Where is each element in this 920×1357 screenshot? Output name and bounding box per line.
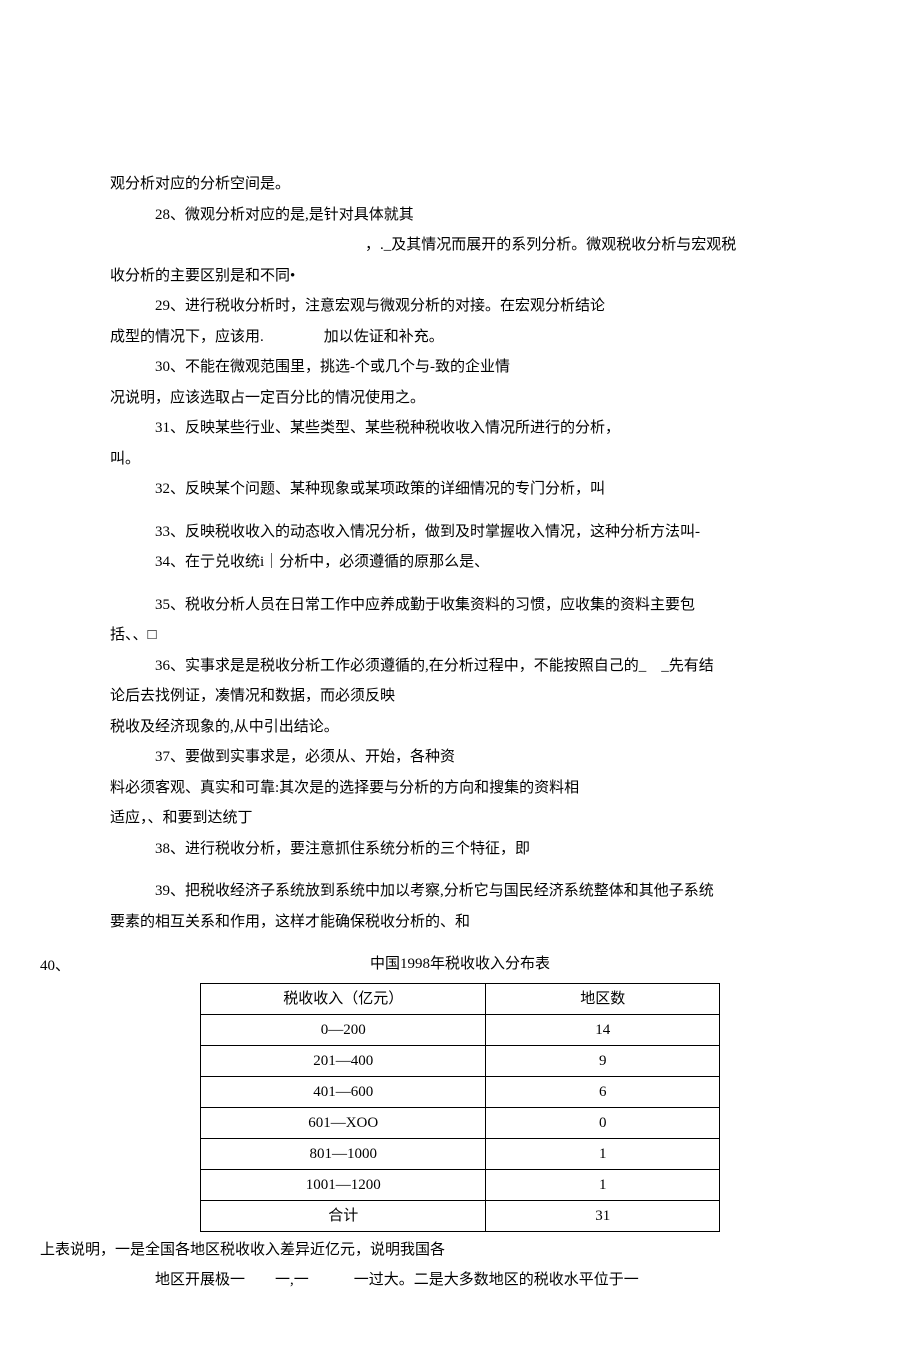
th-tax: 税收收入（亿元） [201,983,486,1014]
line-18: 37、要做到实事求是，必须从、开始，各种资 [110,743,810,772]
cell: 601—XOO [201,1107,486,1138]
line-05: 成型的情况下，应该用. 加以佐证和补充。 [110,323,810,352]
cell: 201—400 [201,1045,486,1076]
line-04: 29、进行税收分析时，注意宏观与微观分析的对接。在宏观分析结论 [110,292,810,321]
line-14: 括、、□ [110,621,810,650]
cell: 401—600 [201,1076,486,1107]
document-page: 观分析对应的分析空间是。 28、微观分析对应的是,是针对具体就其 ，._及其情况… [0,0,920,1357]
th-count: 地区数 [486,983,720,1014]
line-22: 39、把税收经济子系统放到系统中加以考察,分析它与国民经济系统整体和其他子系统 [110,877,810,906]
line-07: 况说明，应该选取占一定百分比的情况使用之。 [110,384,810,413]
cell: 6 [486,1076,720,1107]
line-19: 料必须客观、真实和可靠:其次是的选择要与分析的方向和搜集的资料相 [110,774,810,803]
q40-after-2: 地区开展极一 一,一 一过大。二是大多数地区的税收水平位于一 [110,1266,810,1295]
line-21: 38、进行税收分析，要注意抓住系统分析的三个特征，即 [110,835,810,864]
line-03: 收分析的主要区别是和不同• [110,262,810,291]
line-10: 32、反映某个问题、某种现象或某项政策的详细情况的专门分析，叫 [110,475,810,504]
line-23: 要素的相互关系和作用，这样才能确保税收分析的、和 [110,908,810,937]
cell: 31 [486,1200,720,1231]
table-row: 601—XOO 0 [201,1107,720,1138]
cell: 14 [486,1014,720,1045]
line-17: 税收及经济现象的,从中引出结论。 [110,713,810,742]
cell: 9 [486,1045,720,1076]
line-01: 28、微观分析对应的是,是针对具体就其 [110,201,810,230]
line-15: 36、实事求是是税收分析工作必须遵循的,在分析过程中，不能按照自己的_ _先有结 [110,652,810,681]
line-09: 叫。 [110,445,810,474]
table-row: 801—1000 1 [201,1138,720,1169]
cell: 1 [486,1138,720,1169]
line-13: 35、税收分析人员在日常工作中应养成勤于收集资料的习惯，应收集的资料主要包 [110,591,810,620]
table-row: 201—400 9 [201,1045,720,1076]
table-row: 1001—1200 1 [201,1169,720,1200]
question-40: 40、 中国1998年税收收入分布表 税收收入（亿元） 地区数 0—200 14… [110,950,810,1295]
line-08: 31、反映某些行业、某些类型、某些税种税收收入情况所进行的分析， [110,414,810,443]
distribution-table: 税收收入（亿元） 地区数 0—200 14 201—400 9 401—600 … [200,983,720,1232]
table-row: 401—600 6 [201,1076,720,1107]
cell: 合计 [201,1200,486,1231]
line-06: 30、不能在微观范围里，挑选-个或几个与-致的企业情 [110,353,810,382]
line-16: 论后去找例证，凑情况和数据，而必须反映 [110,682,810,711]
cell: 0—200 [201,1014,486,1045]
table-title: 中国1998年税收收入分布表 [110,950,810,979]
line-11: 33、反映税收收入的动态收入情况分析，做到及时掌握收入情况，这种分析方法叫- [110,518,810,547]
cell: 1 [486,1169,720,1200]
table-row: 0—200 14 [201,1014,720,1045]
cell: 0 [486,1107,720,1138]
line-02: ，._及其情况而展开的系列分析。微观税收分析与宏观税 [110,231,810,260]
q40-after-1: 上表说明，一是全国各地区税收收入差异近亿元，说明我国各 [40,1236,810,1265]
table-row: 合计 31 [201,1200,720,1231]
table-header-row: 税收收入（亿元） 地区数 [201,983,720,1014]
line-00: 观分析对应的分析空间是。 [110,170,810,199]
line-12: 34、在亍兑收统i｜分析中，必须遵循的原那么是、 [110,548,810,577]
line-20: 适应，、和要到达统丁 [110,804,810,833]
q40-number: 40、 [40,950,110,981]
cell: 1001—1200 [201,1169,486,1200]
cell: 801—1000 [201,1138,486,1169]
